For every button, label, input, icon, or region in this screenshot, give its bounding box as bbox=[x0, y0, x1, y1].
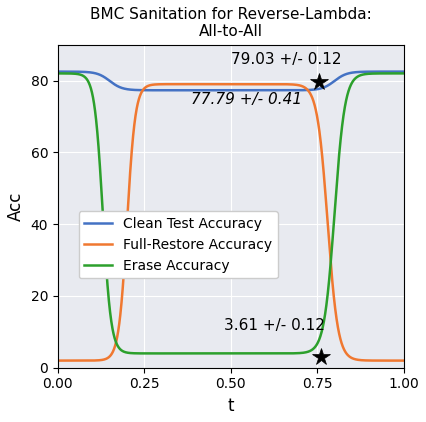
Clean Test Accuracy bbox=[220, 88, 225, 93]
Text: 77.79 +/- 0.41: 77.79 +/- 0.41 bbox=[191, 92, 302, 107]
Erase Accuracy bbox=[214, 351, 219, 356]
Erase Accuracy bbox=[73, 71, 78, 76]
Full-Restore Accuracy bbox=[214, 81, 219, 87]
Clean Test Accuracy bbox=[391, 69, 396, 74]
Full-Restore Accuracy bbox=[224, 81, 229, 87]
Line: Clean Test Accuracy: Clean Test Accuracy bbox=[58, 72, 404, 90]
Full-Restore Accuracy bbox=[73, 358, 78, 363]
Erase Accuracy bbox=[391, 71, 396, 76]
Full-Restore Accuracy bbox=[55, 358, 60, 363]
Erase Accuracy bbox=[401, 71, 406, 76]
Erase Accuracy bbox=[328, 265, 333, 270]
Erase Accuracy bbox=[204, 351, 209, 356]
Clean Test Accuracy bbox=[328, 81, 333, 87]
Full-Restore Accuracy bbox=[214, 81, 219, 87]
Clean Test Accuracy bbox=[224, 88, 229, 93]
Title: BMC Sanitation for Reverse-Lambda:
All-to-All: BMC Sanitation for Reverse-Lambda: All-t… bbox=[90, 7, 371, 39]
Clean Test Accuracy bbox=[55, 69, 60, 74]
Full-Restore Accuracy bbox=[401, 358, 406, 363]
Line: Erase Accuracy: Erase Accuracy bbox=[58, 73, 404, 353]
Clean Test Accuracy bbox=[73, 69, 78, 74]
Text: 3.61 +/- 0.12: 3.61 +/- 0.12 bbox=[224, 318, 325, 333]
Line: Full-Restore Accuracy: Full-Restore Accuracy bbox=[58, 84, 404, 360]
Erase Accuracy bbox=[55, 71, 60, 76]
Clean Test Accuracy bbox=[401, 69, 406, 74]
Full-Restore Accuracy bbox=[328, 255, 333, 260]
Erase Accuracy bbox=[391, 71, 396, 76]
Y-axis label: Acc: Acc bbox=[7, 192, 25, 221]
Legend: Clean Test Accuracy, Full-Restore Accuracy, Erase Accuracy: Clean Test Accuracy, Full-Restore Accura… bbox=[79, 211, 278, 279]
Clean Test Accuracy bbox=[214, 88, 219, 93]
X-axis label: t: t bbox=[227, 397, 234, 415]
Text: 79.03 +/- 0.12: 79.03 +/- 0.12 bbox=[231, 52, 341, 68]
Full-Restore Accuracy bbox=[391, 358, 396, 363]
Clean Test Accuracy bbox=[391, 69, 396, 74]
Full-Restore Accuracy bbox=[391, 358, 396, 363]
Erase Accuracy bbox=[224, 351, 229, 356]
